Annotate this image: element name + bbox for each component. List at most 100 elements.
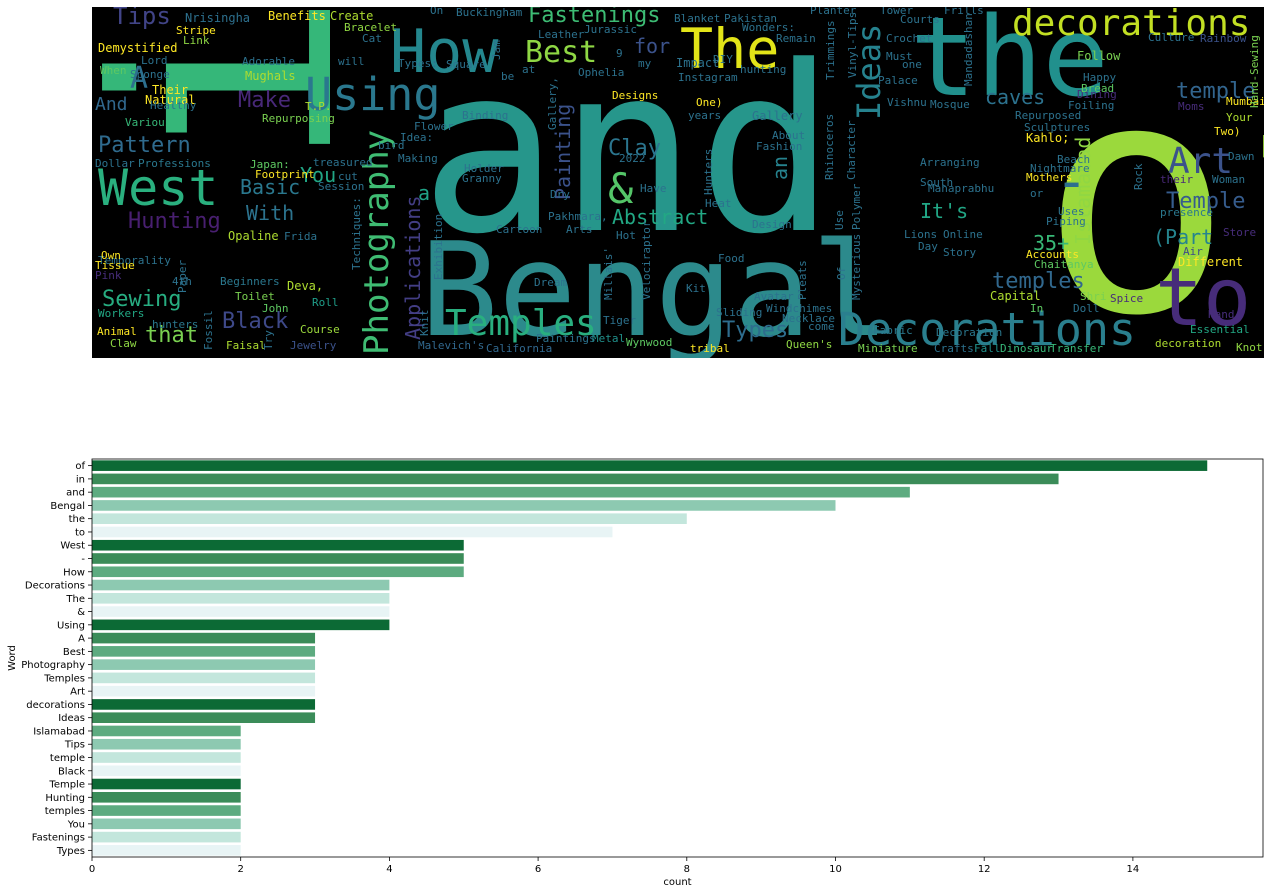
word-cloud-word: Metal (592, 332, 625, 345)
word-cloud-word: Jewelry (290, 339, 337, 352)
word-cloud-word: Dining (1077, 88, 1117, 101)
word-cloud-word: Two) (1214, 125, 1241, 138)
word-cloud-word: Basic (240, 175, 300, 199)
word-cloud-word: Binding (462, 109, 508, 122)
word-cloud-word: Kahlo; (1026, 131, 1069, 145)
y-axis-label: Word (7, 645, 18, 671)
y-tick-label: Using (57, 620, 85, 631)
word-cloud-word: Clay (608, 136, 661, 161)
word-cloud-word: at (522, 63, 535, 76)
word-cloud-word: Islamabad (1071, 137, 1095, 245)
word-cloud-word: Hand (1208, 308, 1235, 321)
word-count-bar-chart: of in and Bengal the to West - How Decorations The… (0, 440, 1270, 893)
word-cloud-word: A (130, 61, 148, 96)
word-cloud-word: Applications (401, 196, 425, 341)
y-tick-label: and (66, 488, 85, 499)
plot-frame (91, 458, 1264, 858)
word-cloud-word: an (768, 156, 792, 180)
y-tick-label: Hunting (45, 793, 85, 804)
word-cloud-word: With (246, 201, 294, 225)
word-cloud-word: Bracelet (344, 21, 397, 34)
word-cloud-word: Sculptures (1024, 121, 1090, 134)
word-cloud-word: Transfer (1050, 342, 1103, 355)
bar (92, 606, 390, 617)
word-cloud-word: one (902, 58, 922, 71)
word-cloud-word: Beach (1057, 153, 1090, 166)
word-cloud-word: Crochet (886, 32, 932, 45)
word-cloud-word: Photography (357, 130, 397, 355)
word-cloud-word: Story (943, 246, 976, 259)
word-cloud-word: Tiger (603, 314, 636, 327)
word-cloud-word: Deva, (287, 279, 323, 293)
word-cloud-word: John (262, 302, 289, 315)
word-cloud-word: temple (1176, 79, 1255, 104)
word-cloud-word: Buckingham (456, 7, 523, 19)
word-cloud-word: Tips (113, 7, 171, 30)
word-cloud-word: Accounts (1026, 248, 1079, 261)
word-cloud-word: Mumbai (1226, 95, 1264, 108)
word-cloud-word: Follow (1077, 49, 1121, 63)
word-cloud-word: Japan: (250, 158, 290, 171)
word-cloud-word: Opaline (228, 229, 279, 243)
word-cloud-word: Character (845, 120, 858, 180)
x-tick-label: 14 (1127, 864, 1140, 875)
word-cloud-word: Faisal (226, 339, 266, 352)
word-cloud-word: Repurposing (262, 112, 335, 125)
bar (92, 712, 316, 724)
word-cloud-word: Rock (1132, 163, 1145, 190)
word-cloud-word: Gallery, (546, 77, 559, 130)
word-cloud-word: You (300, 163, 336, 187)
word-cloud-word: California (486, 342, 552, 355)
word-cloud-word: Professions (138, 157, 211, 170)
word-cloud-word: 4th (172, 275, 192, 288)
bar (92, 659, 316, 670)
word-cloud-word: Heat (705, 197, 732, 210)
word-cloud-word: Link (183, 34, 210, 47)
word-cloud-word: Necklace (782, 312, 835, 325)
word-cloud-word: Tissue (95, 259, 135, 272)
word-cloud-word: Vinyl-Tips (846, 12, 859, 78)
word-cloud-word: Jurassic (584, 23, 637, 36)
y-tick-label: of (75, 461, 85, 472)
word-cloud-word: Fashion (756, 140, 802, 153)
word-cloud-word: Remain (776, 32, 816, 45)
x-tick-label: 6 (535, 864, 541, 875)
word-cloud: ofandinBengalthe to West - How Decorations The… (92, 7, 1264, 358)
word-cloud-word: Best (525, 35, 597, 70)
y-tick-label: temple (50, 753, 85, 764)
word-cloud-word: Hunting (128, 209, 221, 234)
word-cloud-word: Knit (418, 310, 431, 337)
word-cloud-word: Techniques: (350, 197, 363, 270)
y-tick-label: & (77, 607, 85, 618)
word-cloud-word: for (634, 34, 670, 58)
word-cloud-word: Air (1183, 245, 1203, 258)
word-cloud-word: Idea: (400, 131, 433, 144)
word-cloud-word: Granny (462, 172, 502, 185)
word-cloud-word: Malevich's (418, 339, 484, 352)
bar (92, 460, 1208, 471)
word-cloud-word: On (430, 7, 443, 17)
word-cloud-canvas: ofandinBengalthe to West - How Decorations The… (92, 7, 1264, 358)
word-cloud-word: Capital (990, 289, 1041, 303)
word-cloud-word: Toilet (235, 290, 275, 303)
word-cloud-word: Dollar (95, 157, 135, 170)
word-cloud-word: West (98, 159, 218, 217)
bar (92, 725, 241, 737)
word-cloud-word: Mahaprabhu (928, 182, 994, 195)
word-cloud-word: Mothers (1026, 171, 1072, 184)
word-cloud-word: Trimmings (824, 20, 837, 80)
word-cloud-word: Hunters (702, 149, 715, 195)
y-tick-label: The (65, 594, 85, 605)
bar (92, 805, 241, 816)
word-cloud-word: Flower (414, 120, 454, 133)
word-cloud-word: Temples (445, 303, 597, 344)
word-cloud-word: Frills (944, 7, 984, 17)
word-cloud-word: Dinosaur (1000, 342, 1053, 355)
y-tick-label: Art (70, 687, 85, 698)
y-tick-label: Bengal (50, 501, 85, 512)
word-cloud-word: Spice (1110, 292, 1143, 305)
bar (92, 738, 241, 750)
word-cloud-word: Pink (95, 269, 122, 282)
y-tick-label: decorations (26, 700, 85, 711)
word-cloud-word: come (808, 320, 835, 333)
